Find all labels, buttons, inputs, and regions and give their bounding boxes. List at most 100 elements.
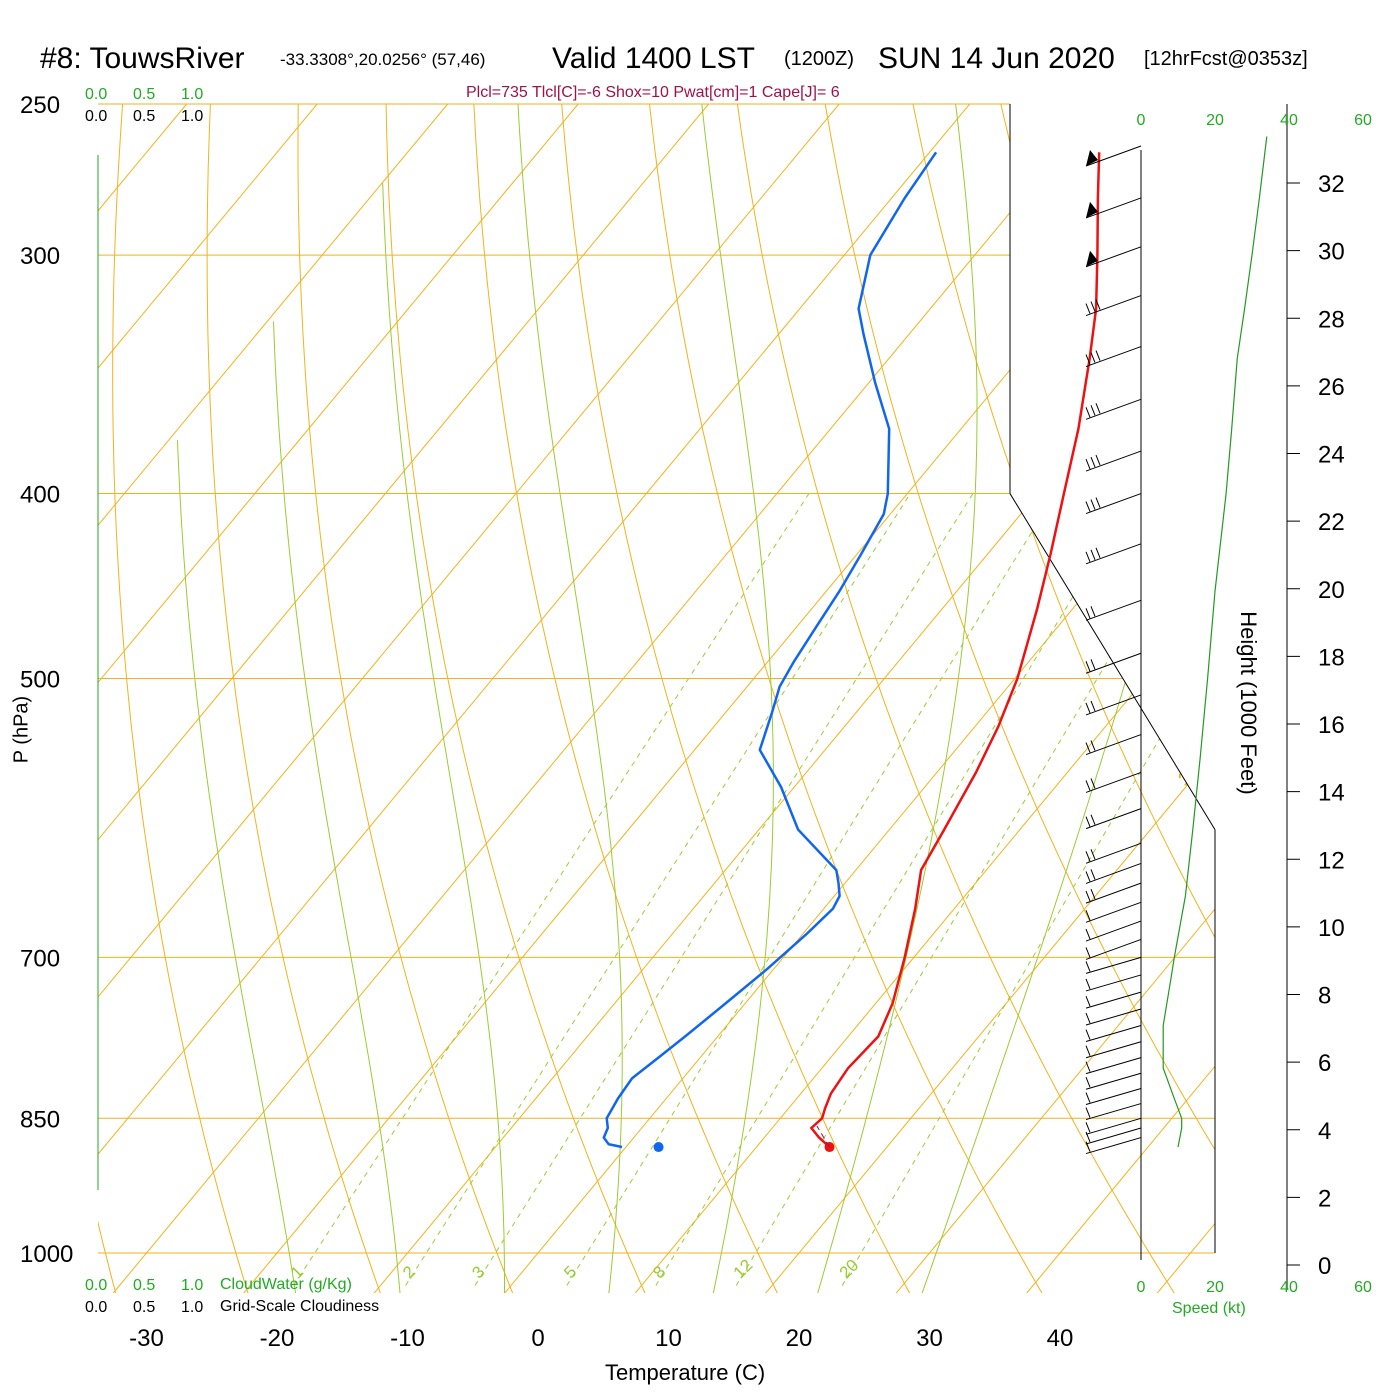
height-tick-label: 12 — [1318, 847, 1345, 874]
wind-barb-feather — [1090, 659, 1096, 670]
isotherm-line — [243, 104, 1215, 1293]
wind-barb — [1085, 398, 1142, 420]
wind-barb-feather — [1090, 888, 1096, 900]
station-title: #8: TouwsRiver — [40, 42, 245, 75]
mixing-ratio-line — [566, 493, 1056, 1286]
isotherm-line — [98, 104, 449, 1293]
wind-barb-feather — [1085, 501, 1091, 512]
wind-barb — [1085, 1103, 1142, 1121]
frame-right-slant — [1009, 493, 1216, 830]
moist-adiabat — [517, 104, 623, 1293]
wind-barb-feather — [1085, 702, 1091, 714]
pressure-tick-label: 250 — [20, 92, 60, 119]
wind-barb-feather — [1085, 1141, 1091, 1152]
wind-barb-feather — [1085, 608, 1091, 619]
wind-barb-feather — [1085, 1029, 1091, 1040]
wind-barb-feather — [1090, 740, 1096, 751]
zulu-time: (1200Z) — [784, 48, 855, 70]
cloudwater-scale-top-05: 0.5 — [133, 86, 156, 103]
wind-barb — [1085, 652, 1142, 674]
wind-barb — [1085, 920, 1142, 942]
wind-barb-flag — [1086, 150, 1098, 167]
cloudiness-scale-top-1: 1.0 — [181, 108, 204, 125]
wind-barb-feather — [1090, 549, 1096, 560]
cloudiness-scale-top-0: 0.0 — [85, 108, 108, 125]
wind-barb-feather — [1095, 299, 1101, 310]
mixing-ratio-label: 12 — [730, 1256, 757, 1283]
wind-barb — [1085, 1057, 1142, 1075]
moist-adiabat — [382, 182, 505, 1293]
wind-barb-staff — [1085, 1127, 1142, 1145]
dry-adiabat — [736, 104, 1175, 1293]
mixing-ratio-line — [293, 493, 810, 1286]
height-tick-label: 4 — [1318, 1118, 1331, 1145]
temperature-tick-label: 40 — [1047, 1325, 1074, 1352]
wind-barb-feather — [1085, 661, 1091, 672]
parcel-line — [816, 1125, 830, 1148]
dry-adiabat — [385, 104, 646, 1293]
isotherm-line — [98, 104, 318, 1293]
pressure-tick-label: 300 — [20, 243, 60, 270]
dry-adiabat — [206, 104, 381, 1293]
wind-barb-staff — [1085, 862, 1142, 884]
wind-barb — [1085, 862, 1142, 884]
speed-tick-label-top: 40 — [1280, 112, 1298, 129]
wind-barb — [1085, 599, 1142, 621]
wind-barb-feather — [1085, 1012, 1091, 1024]
isotherm-line — [1156, 104, 1215, 1293]
wind-barb-staff — [1085, 1041, 1142, 1059]
mixing-ratio-line — [735, 493, 1208, 1286]
wind-barb-feather — [1090, 849, 1096, 860]
height-panel: 0246810121416182022242628303200202040406… — [1137, 104, 1372, 1296]
mixing-ratio-line — [841, 493, 1215, 1286]
wind-barb — [1085, 1137, 1142, 1155]
wind-barb-feather — [1085, 1122, 1091, 1133]
wind-barb-feather — [1085, 354, 1091, 365]
dry-adiabat — [1264, 104, 1400, 1293]
moist-adiabat — [921, 104, 1215, 1293]
cloudwater-scale-bottom-05: 0.5 — [133, 1277, 156, 1294]
speed-tick-label-bottom: 60 — [1354, 1279, 1372, 1296]
temperature-tick-label: -30 — [129, 1325, 164, 1352]
speed-tick-label-top: 20 — [1206, 112, 1224, 129]
wind-barb-feather — [1090, 700, 1096, 712]
stability-indices: Plcl=735 Tlcl[C]=-6 Shox=10 Pwat[cm]=1 C… — [466, 84, 840, 101]
dry-adiabat — [912, 104, 1215, 1293]
wind-barb-feather — [1090, 352, 1096, 363]
wind-barb-staff — [1085, 842, 1142, 864]
wind-barb-feather — [1085, 1077, 1091, 1088]
isotherm-line — [1026, 104, 1215, 1293]
wind-barb-feather — [1085, 1045, 1091, 1056]
dry-adiabat — [1352, 104, 1400, 1293]
valid-time: Valid 1400 LST — [552, 42, 755, 75]
height-tick-label: 8 — [1318, 983, 1331, 1010]
cloudwater-scale-top-1: 1.0 — [181, 86, 204, 103]
temperature-tick-label: 0 — [531, 1325, 544, 1352]
wind-barb-staff — [1085, 1117, 1142, 1135]
isotherm-line — [98, 104, 971, 1293]
wind-barb-feather — [1085, 742, 1091, 753]
wind-barb-staff — [1085, 974, 1142, 992]
wind-barb-staff — [1085, 1008, 1142, 1026]
wind-barb-feather — [1085, 551, 1091, 562]
height-tick-label: 10 — [1318, 915, 1345, 942]
wind-barb — [1085, 1041, 1142, 1059]
wind-barb — [1085, 1088, 1142, 1105]
wind-barb-feather — [1090, 814, 1096, 825]
plot-frame — [97, 104, 1216, 1253]
wind-barb-feather — [1085, 303, 1091, 314]
isotherm-label: 30 — [1173, 757, 1208, 792]
speed-tick-label-bottom: 40 — [1280, 1279, 1298, 1296]
wind-barb — [1085, 694, 1142, 716]
wind-barb-feather — [1095, 454, 1101, 466]
wind-barb-feather — [1085, 890, 1091, 902]
mixing-ratio-label: 3 — [468, 1262, 488, 1282]
height-tick-label: 18 — [1318, 644, 1345, 671]
mixing-ratio-lines: 1 2 3 5 8 12 20 — [287, 493, 1215, 1286]
wind-barb — [1085, 295, 1142, 317]
wind-barb — [1085, 246, 1142, 268]
wind-barb-staff — [1085, 1088, 1142, 1105]
speed-tick-label-top: 60 — [1354, 112, 1372, 129]
wind-barb-feather — [1095, 547, 1101, 558]
